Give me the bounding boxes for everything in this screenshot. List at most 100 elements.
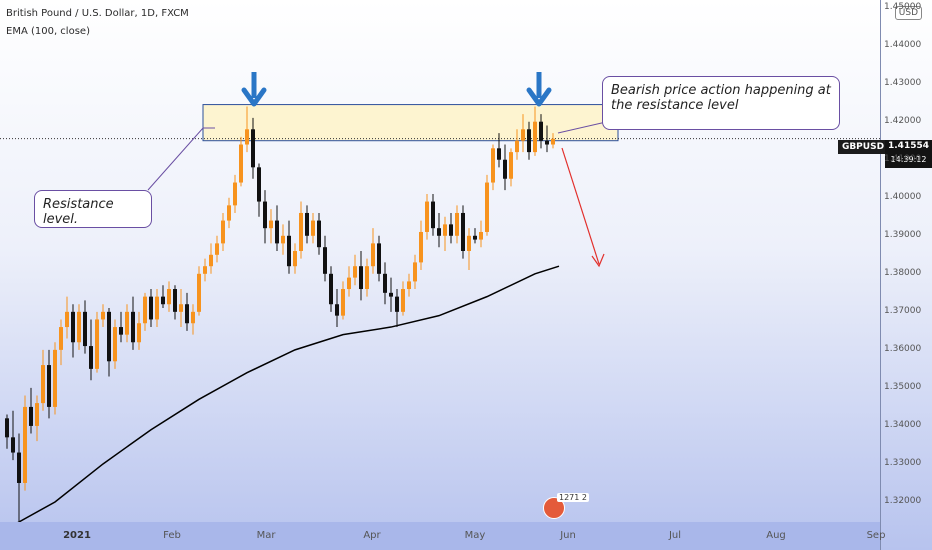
y-tick-label: 1.45000 <box>884 1 922 12</box>
candle-body <box>407 281 411 290</box>
candle-body <box>317 220 321 248</box>
candle-body <box>437 228 441 236</box>
candle-body <box>185 304 189 324</box>
y-tick-label: 1.43000 <box>884 77 922 88</box>
y-tick-label: 1.37000 <box>884 305 922 316</box>
y-tick-label: 1.33000 <box>884 457 922 468</box>
callout-bearish-text: Bearish price action happening at the re… <box>611 83 831 113</box>
candle-body <box>359 266 363 290</box>
candle-body <box>89 346 93 369</box>
candle-body <box>227 205 231 221</box>
candle-body <box>533 121 537 153</box>
candle-body <box>335 304 339 316</box>
callout-resistance[interactable]: Resistance level. <box>34 190 152 228</box>
watermark-count: 1271 2 <box>557 493 589 502</box>
candle-body <box>509 152 513 179</box>
candle-body <box>299 212 303 251</box>
candle-body <box>323 247 327 274</box>
candle-body <box>149 296 153 320</box>
candle-body <box>77 311 81 343</box>
arrow-down-icon-left-head <box>241 87 267 107</box>
y-tick-label: 1.44000 <box>884 39 922 50</box>
x-tick-label: Jun <box>560 530 576 541</box>
candle-body <box>173 289 177 312</box>
candle-body <box>59 327 63 350</box>
candle-body <box>497 148 501 160</box>
candle-body <box>263 201 267 229</box>
candle-body <box>305 212 309 236</box>
last-price: 1.41554 <box>888 141 929 151</box>
candle-body <box>485 182 489 232</box>
x-tick-label: Mar <box>256 530 276 541</box>
x-axis[interactable] <box>0 522 880 550</box>
candle-body <box>65 311 69 328</box>
candle-body <box>425 201 429 232</box>
candle-body <box>95 319 99 369</box>
candle-body <box>365 266 369 290</box>
candle-body <box>119 327 123 335</box>
currency-badge[interactable]: USD <box>894 6 922 20</box>
candle-body <box>389 292 393 297</box>
candle-body <box>5 418 9 438</box>
y-axis-line <box>880 0 881 550</box>
indicator-label[interactable]: EMA (100, close) <box>6 26 90 37</box>
candle-body <box>311 220 315 236</box>
watermark-count-1: 1271 <box>559 493 580 502</box>
candle-body <box>137 323 141 343</box>
candle-body <box>71 311 75 343</box>
candle-body <box>53 349 57 407</box>
candle-body <box>239 144 243 183</box>
candle-body <box>287 235 291 267</box>
candle-body <box>23 406 27 483</box>
callout-pointer-left <box>147 127 215 191</box>
candle-body <box>347 277 351 290</box>
candle-body <box>41 365 45 404</box>
candle-body <box>131 311 135 343</box>
y-tick-label: 1.38000 <box>884 267 922 278</box>
candle-body <box>113 327 117 362</box>
candle-body <box>521 129 525 141</box>
candle-body <box>401 289 405 312</box>
candle-body <box>461 212 465 251</box>
candle-body <box>545 140 549 145</box>
author-watermark[interactable]: 1271 2 <box>543 493 589 519</box>
candle-body <box>443 224 447 236</box>
countdown: 14:39:12 <box>890 155 927 164</box>
candle-body <box>383 273 387 293</box>
callout-pointer-right <box>557 121 607 134</box>
candle-body <box>467 235 471 251</box>
candle-body <box>197 273 201 312</box>
candle-body <box>479 231 483 240</box>
candle-body <box>257 167 261 202</box>
x-tick-label: Sep <box>866 530 886 541</box>
callout-bearish[interactable]: Bearish price action happening at the re… <box>602 76 840 130</box>
candle-body <box>293 250 297 267</box>
x-tick-label: Aug <box>766 530 786 541</box>
last-price-tag: 1.41554 14:39:12 <box>885 140 932 168</box>
y-tick-label: 1.39000 <box>884 229 922 240</box>
candle-body <box>155 296 159 320</box>
x-tick-label: Apr <box>363 530 381 541</box>
candle-body <box>413 262 417 282</box>
x-tick-label: May <box>464 530 486 541</box>
candle-body <box>431 201 435 229</box>
candle-body <box>353 266 357 278</box>
candle-body <box>281 235 285 244</box>
projection-line <box>561 147 600 265</box>
candle-body <box>245 129 249 145</box>
candle-body <box>455 212 459 236</box>
arrow-down-icon-right-head <box>526 87 552 107</box>
x-tick-label: Feb <box>163 530 181 541</box>
candle-body <box>167 289 171 305</box>
candle-body <box>473 235 477 240</box>
candle-body <box>11 437 15 453</box>
ema-line <box>6 265 560 530</box>
resistance-zone <box>202 104 619 142</box>
candle-body <box>35 403 39 426</box>
candle-body <box>251 129 255 168</box>
candle-body <box>83 311 87 347</box>
flag-icon <box>543 497 565 519</box>
candle-body <box>503 159 507 179</box>
